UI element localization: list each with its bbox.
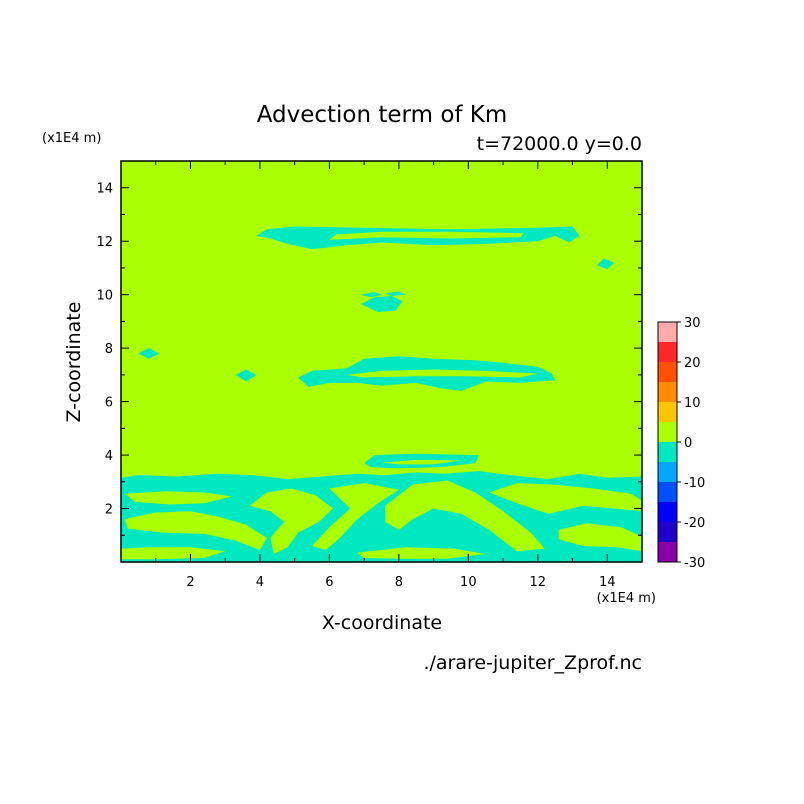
contour-region-lower-island-g xyxy=(558,523,642,552)
y-tick-label: 10 xyxy=(96,289,113,304)
x-tick-label: 12 xyxy=(530,575,547,590)
colorbar-tick-label: 10 xyxy=(684,396,701,411)
contour-region-lower-island-a xyxy=(124,491,233,505)
colorbar-segment xyxy=(658,502,677,522)
contour-region-band-z7-hole xyxy=(346,369,538,378)
contour-region-lower-island-b xyxy=(124,511,267,550)
x-axis: 2 4 6 8 10 12 14 xyxy=(155,161,616,590)
y-tick-label: 2 xyxy=(105,503,113,518)
x-unit-label: (x1E4 m) xyxy=(597,591,656,606)
colorbar-segment xyxy=(658,482,677,502)
contour-region-lower-island-f xyxy=(489,483,642,514)
x-tick-label: 6 xyxy=(325,575,333,590)
colorbar-segment xyxy=(658,382,677,402)
colorbar-tick-label: 0 xyxy=(684,436,692,451)
colorbar-segment xyxy=(658,542,677,562)
colorbar-segment xyxy=(658,522,677,542)
contour-region-lower-island-d xyxy=(312,483,399,550)
x-tick-label: 10 xyxy=(460,575,477,590)
contour-region-lower-island-i xyxy=(357,547,486,559)
colorbar-segment xyxy=(658,422,677,442)
contour-region-patch-z101b xyxy=(385,291,406,296)
contour-region-lower-island-e xyxy=(385,480,545,552)
contour-region-patch-z97 xyxy=(360,296,403,312)
plot-area xyxy=(120,160,643,563)
y-axis-label: Z-coordinate xyxy=(63,302,85,423)
x-axis-label: X-coordinate xyxy=(322,612,442,634)
contour-field xyxy=(121,226,642,562)
x-tick-label: 4 xyxy=(256,575,264,590)
x-tick-label: 14 xyxy=(599,575,616,590)
colorbar-tick-label: -20 xyxy=(684,516,705,531)
x-tick-label: 2 xyxy=(186,575,194,590)
contour-region-band-z12-hole xyxy=(329,231,524,240)
source-file-label: ./arare-jupiter_Zprof.nc xyxy=(423,652,642,674)
plot-frame xyxy=(120,160,643,563)
colorbar-tick-label: -30 xyxy=(684,556,705,571)
colorbar: 30 20 10 0 -10 -20 -30 xyxy=(657,316,705,571)
y-tick-label: 14 xyxy=(96,182,113,197)
colorbar-segment xyxy=(658,342,677,362)
colorbar-segment xyxy=(658,362,677,382)
contour-region-lower-island-c xyxy=(249,488,333,554)
colorbar-segment xyxy=(658,322,677,342)
x-tick-label: 8 xyxy=(395,575,403,590)
contour-region-speck-z7-left xyxy=(235,369,257,382)
y-tick-label: 8 xyxy=(105,342,113,357)
contour-region-patch-z101 xyxy=(360,292,382,298)
contour-region-speck-z11 xyxy=(596,258,615,270)
colorbar-segment xyxy=(658,442,677,462)
y-axis: 2 4 6 8 10 12 14 xyxy=(96,182,642,536)
y-tick-label: 12 xyxy=(96,235,113,250)
colorbar-segment xyxy=(658,402,677,422)
chart-subtitle: t=72000.0 y=0.0 xyxy=(477,133,642,155)
colorbar-tick-label: 20 xyxy=(684,356,701,371)
contour-region-band-z38-hole xyxy=(381,459,462,465)
chart-title: Advection term of Km xyxy=(257,102,508,128)
colorbar-segment xyxy=(658,462,677,482)
colorbar-tick-label: 30 xyxy=(684,316,701,331)
y-tick-label: 6 xyxy=(105,396,113,411)
colorbar-tick-label: -10 xyxy=(684,476,705,491)
y-unit-label: (x1E4 m) xyxy=(42,131,101,146)
contour-region-speck-z78 xyxy=(138,348,160,359)
contour-region-lower-island-h xyxy=(121,547,226,560)
y-tick-label: 4 xyxy=(105,449,113,464)
